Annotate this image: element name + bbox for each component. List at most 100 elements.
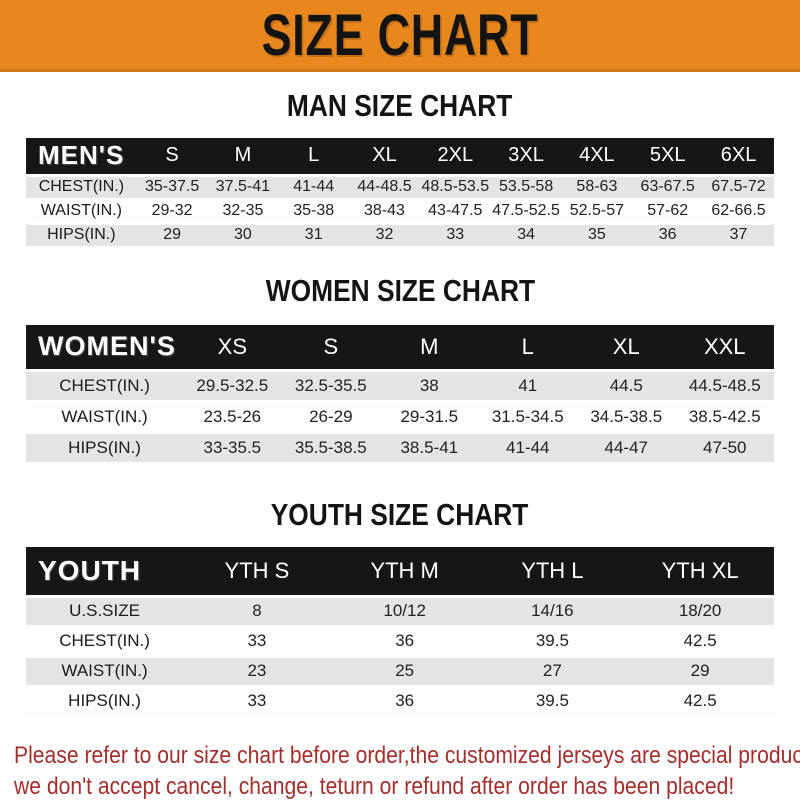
column-header: XL <box>372 144 397 167</box>
size-cell: 32.5-35.5 <box>294 376 367 395</box>
size-cell: 44.5 <box>609 376 643 395</box>
size-cell: 35 <box>587 226 606 243</box>
size-cell: 41 <box>518 376 538 395</box>
size-cell: 41-44 <box>506 438 550 457</box>
size-cell: 29-31.5 <box>400 407 459 426</box>
size-cell: 32 <box>375 226 394 243</box>
column-header: 4XL <box>579 144 615 167</box>
size-cell: 44.5-48.5 <box>688 376 761 395</box>
table-row: WAIST(IN.) 23.5-26 26-29 29-31.5 31.5-34.5 34… <box>26 401 774 433</box>
size-cell: 63-67.5 <box>640 178 695 195</box>
size-cell: 38-43 <box>364 202 405 219</box>
column-header: L <box>308 144 320 167</box>
size-cell: 35-37.5 <box>144 178 200 195</box>
size-cell: 38.5-42.5 <box>688 407 761 426</box>
size-cell: 27 <box>542 661 562 680</box>
youth-size-table: YOUTH YTH S YTH M YTH L YTH XL U.S.SIZE 8 10/1… <box>26 547 774 718</box>
table-row: HIPS(IN.) 33 36 39.5 42.5 <box>26 686 774 716</box>
men-table-header-row: MEN'S S M L XL 2XL 3XL 4XL 5XL 6XL <box>26 138 774 175</box>
size-cell: 44-48.5 <box>357 178 412 195</box>
column-header: L <box>521 333 534 359</box>
size-cell: 41-44 <box>293 178 335 195</box>
women-table-header-row: WOMEN'S XS S M L XL XXL <box>26 324 774 371</box>
column-header: 2XL <box>437 144 474 167</box>
youth-table-label: YOUTH <box>38 554 141 586</box>
table-row: WAIST(IN.) 23 25 27 29 <box>26 656 774 686</box>
women-size-table: WOMEN'S XS S M L XL XXL CHEST(IN.) 29.5-32.5 32.… <box>26 324 774 466</box>
size-cell: 29-32 <box>151 202 193 219</box>
column-header: YTH XL <box>661 557 739 583</box>
size-cell: 52.5-57 <box>569 202 625 219</box>
size-cell: 38.5-41 <box>400 438 459 457</box>
column-header: YTH M <box>370 557 439 583</box>
size-cell: 34 <box>517 226 535 243</box>
size-cell: 43-47.5 <box>428 202 483 219</box>
size-cell: 10/12 <box>383 601 426 620</box>
youth-table-header-row: YOUTH YTH S YTH M YTH L YTH XL <box>26 547 774 596</box>
men-size-table: MEN'S S M L XL 2XL 3XL 4XL 5XL 6XL CHEST(IN.) 35-3… <box>26 138 774 249</box>
size-cell: 44-47 <box>604 438 648 457</box>
size-cell: 36 <box>395 691 415 710</box>
table-row: CHEST(IN.) 29.5-32.5 32.5-35.5 38 41 44.5 44.5… <box>26 370 774 402</box>
size-cell: 29 <box>690 661 710 680</box>
column-header: S <box>323 333 339 359</box>
size-cell: 47.5-52.5 <box>492 202 560 219</box>
column-header: S <box>165 144 179 167</box>
size-cell: 37.5-41 <box>215 178 271 195</box>
table-row: U.S.SIZE 8 10/12 14/16 18/20 <box>26 596 774 626</box>
size-cell: 23.5-26 <box>203 407 262 426</box>
women-size-table-wrap: WOMEN'S XS S M L XL XXL CHEST(IN.) 29.5-32.5 32.… <box>26 324 774 466</box>
column-header: 5XL <box>649 144 686 167</box>
size-cell: 34.5-38.5 <box>590 407 663 426</box>
size-cell: 37 <box>729 226 748 243</box>
size-cell: 29 <box>163 226 181 243</box>
youth-section-heading-text: YOUTH SIZE CHART <box>271 497 529 532</box>
row-label: CHEST(IN.) <box>59 376 150 395</box>
size-cell: 39.5 <box>535 691 569 710</box>
column-header: M <box>420 333 439 359</box>
women-table-label: WOMEN'S <box>38 331 176 362</box>
size-cell: 35-38 <box>293 202 335 219</box>
size-cell: 33 <box>247 631 267 650</box>
size-cell: 42.5 <box>683 631 717 650</box>
row-label: CHEST(IN.) <box>59 631 150 650</box>
column-header: YTH L <box>521 557 584 583</box>
size-cell: 58-63 <box>576 178 618 195</box>
men-table-label: MEN'S <box>38 140 125 171</box>
size-cell: 29.5-32.5 <box>196 376 269 395</box>
size-cell: 8 <box>252 601 262 620</box>
row-label: HIPS(IN.) <box>68 691 141 710</box>
size-cell: 33 <box>247 691 267 710</box>
column-header: XS <box>217 333 247 359</box>
size-cell: 25 <box>395 661 415 680</box>
row-label: WAIST(IN.) <box>40 202 122 219</box>
column-header: 3XL <box>508 144 544 167</box>
column-header: 6XL <box>720 144 757 167</box>
size-cell: 35.5-38.5 <box>294 438 367 457</box>
women-section-heading: WOMEN SIZE CHART <box>0 273 800 309</box>
table-row: WAIST(IN.) 29-32 32-35 35-38 38-43 43-47.5 47.… <box>26 199 774 223</box>
footer-note-line1: Please refer to our size chart before or… <box>14 741 800 769</box>
column-header: YTH S <box>224 557 290 583</box>
size-cell: 42.5 <box>683 691 717 710</box>
size-cell: 53.5-58 <box>498 178 554 195</box>
size-cell: 18/20 <box>678 601 722 620</box>
size-cell: 67.5-72 <box>711 178 766 195</box>
footer-note: Please refer to our size chart before or… <box>14 740 800 802</box>
size-cell: 31 <box>304 226 323 243</box>
men-size-table-wrap: MEN'S S M L XL 2XL 3XL 4XL 5XL 6XL CHEST(IN.) 35-3… <box>26 138 774 249</box>
size-cell: 39.5 <box>535 631 569 650</box>
size-cell: 14/16 <box>531 601 574 620</box>
column-header: XL <box>612 333 640 359</box>
women-section-heading-text: WOMEN SIZE CHART <box>265 272 535 308</box>
size-cell: 33 <box>446 226 465 243</box>
column-header: XXL <box>703 333 746 359</box>
size-cell: 23 <box>247 661 267 680</box>
page-title: SIZE CHART <box>261 1 539 68</box>
row-label: HIPS(IN.) <box>68 438 141 457</box>
size-cell: 30 <box>234 226 252 243</box>
men-section-heading-text: MAN SIZE CHART <box>287 88 513 123</box>
men-section-heading: MAN SIZE CHART <box>0 88 800 124</box>
table-row: CHEST(IN.) 33 36 39.5 42.5 <box>26 626 774 656</box>
row-label: HIPS(IN.) <box>47 226 116 243</box>
